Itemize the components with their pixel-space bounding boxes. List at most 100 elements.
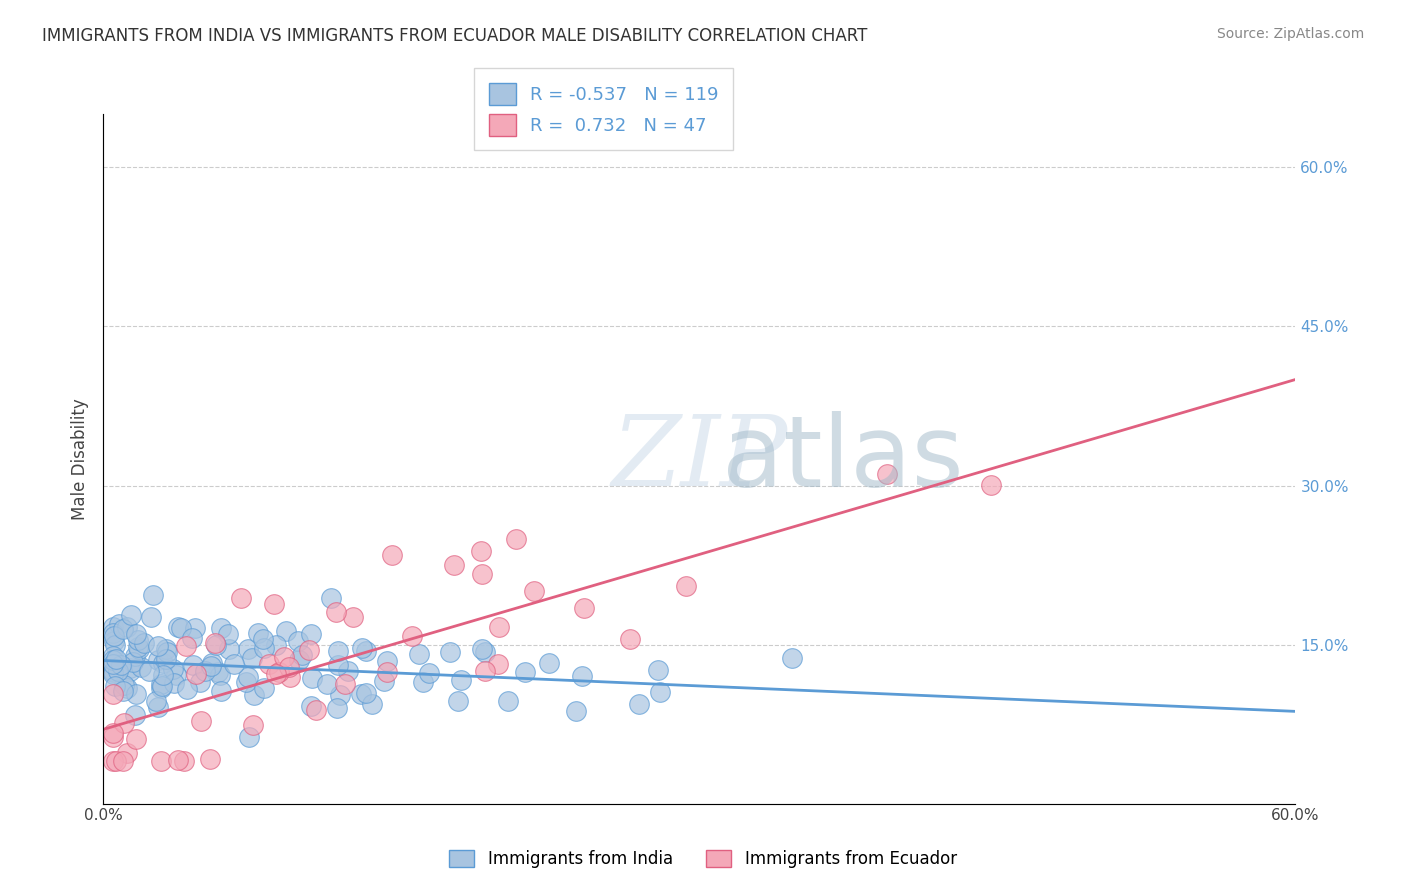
Point	[139, 610, 162, 624]
Point	[439, 645, 461, 659]
Point	[401, 629, 423, 643]
Point	[104, 638, 127, 652]
Point	[149, 681, 172, 695]
Point	[257, 657, 280, 671]
Point	[381, 548, 404, 562]
Point	[207, 665, 229, 680]
Point	[146, 700, 169, 714]
Point	[252, 632, 274, 647]
Point	[277, 659, 299, 673]
Point	[224, 657, 246, 671]
Point	[301, 671, 323, 685]
Point	[291, 648, 314, 662]
Point	[173, 754, 195, 768]
Legend: Immigrants from India, Immigrants from Ecuador: Immigrants from India, Immigrants from E…	[443, 843, 963, 875]
Point	[305, 703, 328, 717]
Point	[325, 605, 347, 619]
Point	[204, 636, 226, 650]
Point	[129, 659, 152, 673]
Point	[523, 584, 546, 599]
Point	[156, 645, 179, 659]
Point	[288, 653, 311, 667]
Point	[101, 626, 124, 640]
Point	[101, 653, 124, 667]
Point	[412, 674, 434, 689]
Point	[155, 642, 177, 657]
Point	[299, 627, 322, 641]
Point	[103, 629, 125, 643]
Point	[354, 644, 377, 658]
Point	[375, 665, 398, 680]
Point	[242, 718, 264, 732]
Point	[170, 621, 193, 635]
Text: ZIP: ZIP	[612, 411, 787, 507]
Point	[488, 620, 510, 634]
Point	[101, 649, 124, 664]
Point	[418, 666, 440, 681]
Point	[184, 620, 207, 634]
Point	[152, 668, 174, 682]
Point	[104, 679, 127, 693]
Point	[240, 650, 263, 665]
Point	[104, 754, 127, 768]
Point	[120, 607, 142, 622]
Point	[145, 694, 167, 708]
Point	[162, 662, 184, 676]
Point	[124, 731, 146, 746]
Point	[101, 657, 124, 672]
Point	[115, 746, 138, 760]
Point	[176, 681, 198, 696]
Point	[333, 677, 356, 691]
Point	[112, 622, 135, 636]
Point	[648, 685, 671, 699]
Point	[111, 684, 134, 698]
Point	[471, 567, 494, 582]
Point	[190, 714, 212, 728]
Point	[273, 649, 295, 664]
Y-axis label: Male Disability: Male Disability	[72, 398, 89, 520]
Point	[780, 650, 803, 665]
Point	[276, 624, 298, 638]
Point	[350, 688, 373, 702]
Point	[101, 726, 124, 740]
Point	[124, 708, 146, 723]
Legend: R = -0.537   N = 119, R =  0.732   N = 47: R = -0.537 N = 119, R = 0.732 N = 47	[474, 69, 734, 151]
Point	[200, 659, 222, 673]
Point	[152, 656, 174, 670]
Point	[208, 668, 231, 682]
Point	[188, 675, 211, 690]
Point	[571, 669, 593, 683]
Point	[149, 677, 172, 691]
Point	[408, 647, 430, 661]
Point	[443, 558, 465, 573]
Point	[205, 638, 228, 652]
Point	[238, 641, 260, 656]
Point	[101, 730, 124, 744]
Point	[142, 588, 165, 602]
Point	[447, 694, 470, 708]
Point	[242, 689, 264, 703]
Point	[120, 661, 142, 675]
Point	[373, 674, 395, 689]
Point	[298, 643, 321, 657]
Point	[574, 601, 596, 615]
Point	[155, 652, 177, 666]
Point	[121, 655, 143, 669]
Point	[474, 664, 496, 678]
Point	[128, 642, 150, 657]
Point	[263, 598, 285, 612]
Point	[127, 640, 149, 655]
Point	[127, 632, 149, 647]
Point	[110, 657, 132, 672]
Point	[498, 694, 520, 708]
Point	[326, 700, 349, 714]
Point	[201, 656, 224, 670]
Point	[184, 667, 207, 681]
Text: IMMIGRANTS FROM INDIA VS IMMIGRANTS FROM ECUADOR MALE DISABILITY CORRELATION CHA: IMMIGRANTS FROM INDIA VS IMMIGRANTS FROM…	[42, 27, 868, 45]
Point	[236, 670, 259, 684]
Point	[101, 665, 124, 679]
Point	[163, 676, 186, 690]
Point	[150, 754, 173, 768]
Text: atlas: atlas	[721, 410, 963, 508]
Point	[486, 657, 509, 672]
